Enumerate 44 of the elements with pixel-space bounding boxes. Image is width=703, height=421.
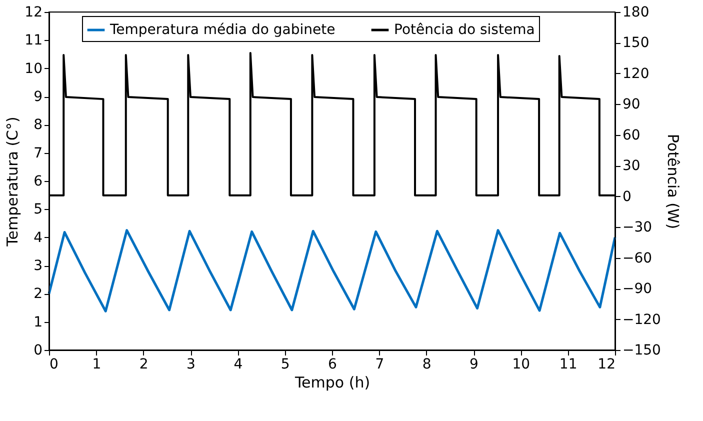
y-tick-label: 1 — [34, 314, 42, 330]
y2-tick-label: −90 — [622, 281, 652, 298]
y-tick-label: 6 — [34, 174, 43, 190]
y-tick-label: 4 — [34, 230, 43, 246]
x-tick-label: 2 — [139, 356, 148, 372]
y2-tick-label: 150 — [622, 35, 650, 52]
y-tick-label: 10 — [24, 60, 42, 77]
y2-tick-label: −60 — [622, 250, 652, 266]
y2-tick-label: 90 — [622, 96, 640, 113]
y-tick-label: 2 — [34, 286, 42, 302]
y-tick-label: 0 — [34, 342, 42, 358]
x-tick-label: 8 — [422, 356, 432, 372]
y-tick-label: 5 — [34, 202, 42, 218]
y2-tick-label: −30 — [622, 220, 652, 236]
y-tick-label: 11 — [24, 32, 42, 49]
y2-tick-label: 60 — [622, 127, 640, 144]
x-tick-label: 10 — [512, 356, 530, 372]
y-tick-label: 8 — [34, 117, 42, 134]
y-tick-label: 3 — [34, 258, 42, 274]
y2-axis-title: Potência (W) — [664, 134, 682, 230]
legend-label: Potência do sistema — [394, 22, 535, 38]
x-tick-label: 5 — [280, 356, 290, 372]
y2-tick-label: −150 — [622, 342, 661, 358]
x-tick-label: 4 — [234, 356, 243, 372]
y-axis-title: Temperatura (C°) — [4, 116, 22, 248]
x-tick-label: 9 — [470, 356, 478, 372]
y2-tick-label: −120 — [622, 312, 661, 328]
y-tick-label: 7 — [34, 145, 42, 162]
y-tick-label: 9 — [34, 89, 42, 105]
y-tick-label: 12 — [24, 4, 42, 20]
x-tick-label: 11 — [559, 356, 578, 372]
x-tick-label: 1 — [92, 356, 102, 372]
y2-tick-label: 0 — [622, 188, 632, 205]
x-tick-label: 6 — [328, 356, 338, 372]
x-tick-label: 0 — [50, 356, 58, 372]
y2-tick-label: 120 — [622, 66, 650, 82]
y2-tick-label: 180 — [622, 4, 650, 20]
y2-tick-label: 30 — [622, 158, 640, 174]
x-tick-label: 12 — [598, 356, 616, 372]
x-axis-title: Tempo (h) — [294, 374, 370, 392]
x-tick-label: 3 — [186, 356, 196, 372]
legend-label: Temperatura média do gabinete — [109, 22, 336, 38]
x-tick-label: 7 — [375, 356, 384, 372]
line-series — [48, 229, 616, 312]
